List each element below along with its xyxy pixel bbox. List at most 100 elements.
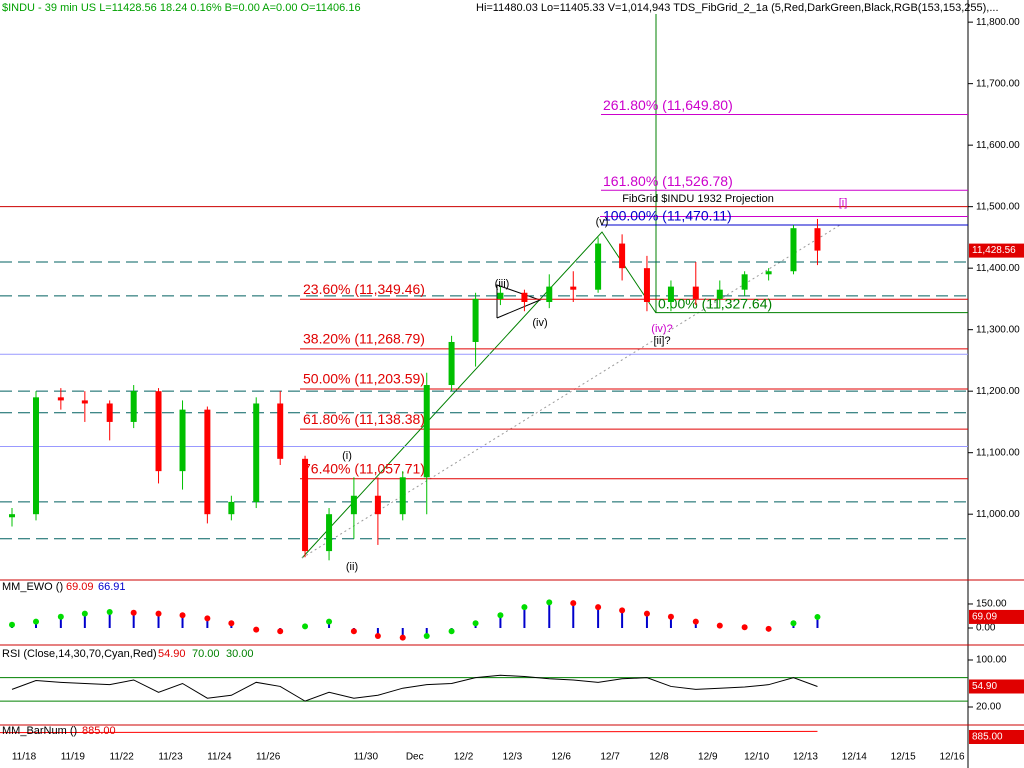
candle-body	[33, 397, 39, 515]
x-tick-label: 12/2	[454, 752, 474, 763]
x-tick-label: 12/7	[600, 752, 620, 763]
projection-label: 261.80% (11,649.80)	[603, 97, 733, 113]
candle-body	[253, 403, 260, 502]
wave-label: (v)	[596, 216, 609, 228]
candle-body	[57, 397, 64, 401]
y-tick-label: 150.00	[976, 599, 1007, 610]
candle-body	[179, 409, 186, 472]
ewo-dot	[595, 604, 602, 611]
candle-body	[302, 458, 309, 552]
x-tick-label: 11/19	[61, 752, 86, 763]
candle-body	[546, 286, 553, 302]
candle-body	[643, 268, 650, 302]
candle-body	[130, 391, 137, 422]
projection-label: 100.00% (11,470.11)	[603, 208, 732, 224]
last-value: 69.09	[972, 612, 997, 623]
wave-line	[301, 231, 657, 559]
legend-value: 66.91	[98, 581, 126, 593]
ewo-dot	[741, 624, 748, 631]
ewo-dot	[692, 618, 699, 625]
candle-body	[814, 228, 821, 251]
x-tick-label: 12/16	[939, 752, 964, 763]
ewo-dot	[619, 607, 626, 614]
ewo-dot	[399, 634, 406, 641]
ewo-dot	[374, 633, 381, 640]
y-tick-label: 20.00	[976, 702, 1001, 713]
candle-body	[765, 271, 772, 275]
pane-title: MM_EWO ()	[2, 581, 63, 593]
ewo-dot	[130, 609, 137, 616]
x-tick-label: 12/10	[744, 752, 769, 763]
candle-body	[790, 228, 797, 272]
ewo-dot	[33, 618, 39, 625]
last-value-box	[969, 679, 1024, 694]
fib-label: 23.60% (11,349.46)	[303, 281, 425, 297]
projection-label: 161.80% (11,526.78)	[603, 173, 733, 189]
wave-label: [i]	[839, 197, 848, 209]
y-tick-label: 11,500.00	[976, 201, 1020, 212]
candle-body	[472, 298, 479, 342]
x-tick-label: 12/8	[649, 752, 669, 763]
candle-body	[692, 286, 699, 299]
ewo-dot	[814, 613, 821, 620]
y-tick-label: 11,000.00	[976, 509, 1020, 520]
candle-body	[570, 286, 577, 290]
x-tick-label: 11/23	[158, 752, 183, 763]
ewo-dot	[497, 612, 504, 619]
candle-body	[399, 477, 406, 515]
ewo-dot	[448, 628, 455, 635]
ewo-dot	[765, 625, 772, 632]
y-tick-label: 0.00	[976, 623, 996, 634]
header: Hi=11480.03 Lo=11405.33 V=1,014,943 TDS_…	[476, 2, 999, 14]
legend-value: 30.00	[226, 648, 254, 660]
candle-body	[155, 391, 162, 472]
candle-body	[374, 495, 381, 515]
x-tick-label: 11/24	[207, 752, 232, 763]
ewo-dot	[546, 599, 553, 606]
barnum-line	[0, 730, 818, 734]
y-tick-label: 11,100.00	[976, 447, 1020, 458]
ewo-dot	[423, 633, 430, 640]
ewo-dot	[350, 628, 357, 635]
ewo-dot	[106, 608, 113, 615]
x-tick-label: 12/3	[503, 752, 523, 763]
y-tick-label: 11,800.00	[976, 17, 1020, 28]
rsi-line	[11, 674, 818, 702]
candle-body	[619, 243, 626, 269]
last-value-box	[969, 243, 1024, 258]
fib-label: 76.40% (11,057.71)	[303, 460, 425, 476]
ewo-dot	[277, 628, 284, 635]
candle-body	[81, 400, 88, 404]
x-tick-label: 12/15	[891, 752, 916, 763]
x-tick-label: 11/26	[256, 752, 281, 763]
candle-body	[326, 514, 333, 552]
x-tick-label: 11/18	[12, 752, 37, 763]
last-value: 54.90	[972, 681, 997, 692]
ewo-dot	[57, 613, 64, 620]
legend-value: 69.09	[66, 581, 94, 593]
last-value: 11,428.56	[972, 245, 1016, 256]
x-tick-label: 11/30	[354, 752, 379, 763]
wave-label: [ii]?	[653, 335, 670, 347]
ewo-dot	[179, 612, 186, 619]
ewo-dot	[302, 623, 309, 630]
wave-label: (iii)	[495, 278, 510, 290]
x-tick-label: 12/9	[698, 752, 718, 763]
y-tick-label: 100.00	[976, 655, 1007, 666]
ewo-dot	[643, 610, 650, 617]
pane-title: MM_BarNum ()	[2, 725, 77, 737]
wave-label: FibGrid $INDU 1932 Projection	[622, 193, 774, 205]
wave-label: (ii)	[346, 561, 358, 573]
candle-body	[350, 495, 357, 515]
x-tick-label: 12/6	[552, 752, 572, 763]
fib-label: 38.20% (11,268.79)	[303, 331, 425, 347]
x-tick-label: 12/14	[842, 752, 867, 763]
header: $INDU - 39 min US L=11428.56 18.24 0.16%…	[2, 2, 361, 14]
legend-value: 885.00	[82, 725, 116, 737]
y-tick-label: 11,600.00	[976, 140, 1020, 151]
candle-body	[277, 403, 284, 459]
ewo-dot	[667, 613, 674, 620]
x-tick-label: 11/22	[110, 752, 135, 763]
